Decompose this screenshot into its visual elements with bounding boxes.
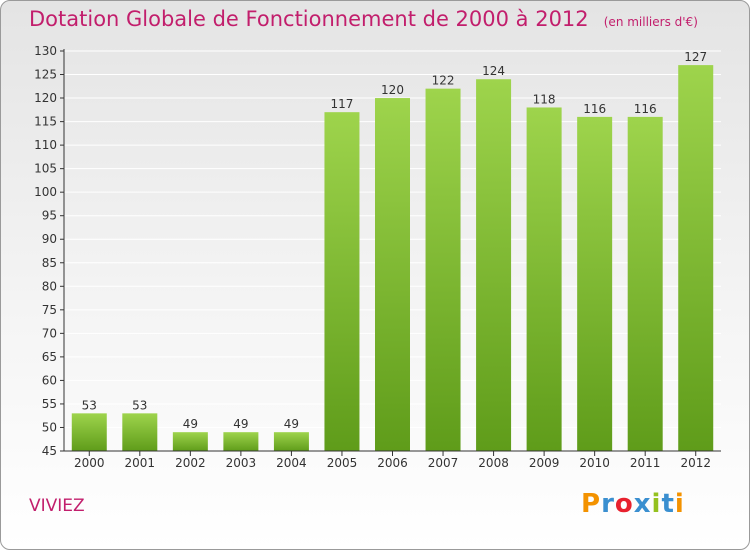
bar	[425, 88, 461, 451]
data-label: 49	[233, 417, 248, 431]
data-label: 53	[132, 398, 147, 412]
y-tick-label: 110	[34, 138, 57, 152]
x-tick-label: 2007	[428, 456, 459, 470]
y-tick-label: 105	[34, 162, 57, 176]
y-tick-label: 70	[42, 326, 57, 340]
title-unit: (en milliers d'€)	[603, 15, 698, 29]
bar	[324, 112, 360, 452]
bar	[577, 116, 613, 451]
data-label: 117	[331, 97, 354, 111]
title-main: Dotation Globale de Fonctionnement de 20…	[29, 7, 589, 31]
bar	[223, 432, 259, 451]
x-tick-label: 2009	[529, 456, 560, 470]
y-tick-label: 90	[42, 232, 57, 246]
x-tick-label: 2000	[74, 456, 105, 470]
logo-letter: o	[614, 489, 634, 519]
data-label: 124	[482, 64, 505, 78]
x-tick-label: 2011	[630, 456, 661, 470]
x-tick-label: 2010	[579, 456, 610, 470]
logo-letter: x	[633, 489, 652, 519]
bar	[678, 65, 714, 451]
x-tick-label: 2006	[377, 456, 408, 470]
data-label: 120	[381, 83, 404, 97]
y-tick-label: 55	[42, 397, 57, 411]
y-tick-label: 115	[34, 115, 57, 129]
bar	[172, 432, 208, 451]
logo-letter: t	[661, 489, 675, 519]
data-label: 122	[432, 74, 455, 88]
x-tick-label: 2012	[680, 456, 711, 470]
y-tick-label: 60	[42, 373, 57, 387]
y-tick-label: 65	[42, 350, 57, 364]
logo-letter: r	[601, 489, 615, 519]
x-tick-label: 2002	[175, 456, 206, 470]
y-tick-label: 120	[34, 91, 57, 105]
bar	[627, 116, 663, 451]
data-label: 116	[583, 102, 606, 116]
bar	[526, 107, 562, 452]
logo-letter: i	[651, 489, 662, 519]
bar	[375, 98, 410, 451]
bar	[122, 413, 158, 451]
bar	[273, 432, 309, 451]
y-tick-label: 80	[42, 279, 57, 293]
x-tick-label: 2008	[478, 456, 509, 470]
data-label: 118	[533, 92, 556, 106]
data-label: 49	[183, 417, 198, 431]
chart-title: Dotation Globale de Fonctionnement de 20…	[29, 7, 698, 31]
bar	[71, 413, 107, 451]
x-tick-label: 2003	[226, 456, 257, 470]
x-tick-label: 2005	[327, 456, 358, 470]
data-label: 116	[634, 102, 657, 116]
proxiti-logo[interactable]: Proxiti	[581, 489, 685, 519]
y-tick-label: 45	[42, 444, 57, 458]
y-tick-label: 125	[34, 68, 57, 82]
y-tick-label: 75	[42, 303, 57, 317]
logo-letter: i	[674, 489, 685, 519]
data-label: 127	[684, 50, 707, 64]
y-tick-label: 95	[42, 209, 57, 223]
y-tick-label: 100	[34, 185, 57, 199]
y-tick-label: 85	[42, 256, 57, 270]
x-tick-label: 2001	[125, 456, 156, 470]
bar	[476, 79, 512, 451]
logo-letter: P	[581, 489, 602, 519]
commune-name: VIVIEZ	[29, 496, 85, 516]
y-tick-label: 50	[42, 420, 57, 434]
data-label: 53	[82, 398, 97, 412]
data-label: 49	[284, 417, 299, 431]
y-tick-label: 130	[34, 44, 57, 58]
x-tick-label: 2004	[276, 456, 307, 470]
